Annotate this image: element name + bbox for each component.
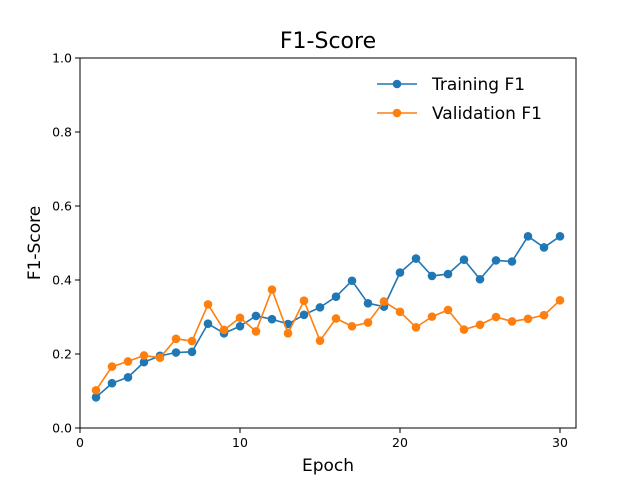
legend-item-validation-f1: Validation F1 [377, 104, 542, 124]
data-point-validation-f1 [283, 328, 293, 338]
data-point-validation-f1 [379, 297, 389, 306]
data-point-validation-f1 [155, 353, 165, 363]
data-point-validation-f1 [427, 312, 437, 321]
x-tick-label: 0 [76, 435, 84, 450]
data-point-validation-f1 [235, 313, 245, 323]
data-series [91, 232, 565, 402]
plot-frame [79, 57, 577, 429]
data-point-training-f1 [331, 292, 341, 301]
axis-ticks: 0 10 20 30 0.0 0.2 0.4 0.6 0.8 1.0 [52, 51, 568, 451]
legend-label: Training F1 [431, 75, 525, 95]
data-point-training-f1 [555, 232, 565, 241]
data-point-training-f1 [491, 256, 501, 265]
data-point-validation-f1 [251, 327, 261, 336]
data-point-training-f1 [107, 378, 117, 388]
data-point-validation-f1 [555, 296, 565, 305]
data-point-training-f1 [459, 255, 469, 264]
legend-label: Validation F1 [432, 104, 542, 124]
y-tick-label: 0.6 [52, 199, 72, 214]
data-point-training-f1 [203, 319, 213, 328]
series-validation-f1 [91, 285, 565, 395]
data-point-training-f1 [363, 299, 373, 308]
data-point-training-f1 [427, 271, 437, 281]
data-point-validation-f1 [139, 351, 149, 360]
y-axis-label: F1-Score [25, 206, 45, 280]
data-point-validation-f1 [395, 307, 405, 317]
data-point-validation-f1 [187, 336, 197, 346]
data-point-training-f1 [171, 348, 181, 357]
legend-swatch-marker [392, 108, 402, 118]
data-point-validation-f1 [347, 321, 357, 331]
y-tick-label: 0.0 [52, 421, 72, 436]
data-point-training-f1 [539, 243, 549, 252]
data-point-training-f1 [251, 311, 261, 321]
data-point-validation-f1 [475, 320, 485, 330]
data-point-validation-f1 [411, 323, 421, 332]
series-training-f1 [91, 232, 565, 402]
x-axis-label: Epoch [302, 456, 354, 476]
legend-item-training-f1: Training F1 [377, 75, 525, 95]
data-point-validation-f1 [203, 300, 213, 309]
data-point-validation-f1 [443, 305, 453, 315]
data-point-training-f1 [443, 269, 453, 279]
data-point-training-f1 [347, 276, 357, 286]
legend: Training F1 Validation F1 [377, 75, 542, 124]
data-point-validation-f1 [539, 310, 549, 320]
data-point-validation-f1 [363, 318, 373, 327]
data-point-training-f1 [91, 392, 101, 402]
data-point-validation-f1 [91, 385, 101, 395]
y-tick-label: 0.4 [52, 273, 72, 288]
y-tick-label: 0.2 [52, 347, 72, 362]
data-point-training-f1 [507, 257, 517, 266]
data-point-validation-f1 [507, 317, 517, 326]
data-point-training-f1 [123, 373, 133, 382]
data-point-validation-f1 [219, 325, 229, 335]
data-point-validation-f1 [123, 357, 133, 366]
data-point-training-f1 [475, 274, 485, 284]
data-point-training-f1 [235, 321, 245, 331]
data-point-training-f1 [187, 347, 197, 357]
data-point-training-f1 [411, 254, 421, 263]
y-tick-label: 1.0 [52, 51, 72, 66]
x-tick-label: 10 [232, 435, 248, 450]
data-point-validation-f1 [171, 334, 181, 344]
data-point-validation-f1 [299, 296, 309, 306]
data-point-validation-f1 [107, 362, 117, 371]
data-point-training-f1 [139, 357, 149, 367]
data-point-training-f1 [523, 232, 533, 241]
data-point-validation-f1 [459, 325, 469, 334]
data-point-training-f1 [299, 310, 309, 320]
series-line-validation-f1 [95, 288, 561, 391]
legend-swatch-marker [392, 79, 402, 89]
y-tick-label: 0.8 [52, 125, 72, 140]
data-point-validation-f1 [523, 314, 533, 324]
x-tick-label: 30 [552, 435, 568, 450]
data-point-validation-f1 [315, 336, 325, 345]
chart-title: F1-Score [280, 29, 376, 54]
data-point-training-f1 [267, 314, 277, 324]
series-line-training-f1 [95, 235, 561, 398]
x-tick-label: 20 [392, 435, 408, 450]
data-point-training-f1 [395, 268, 405, 277]
data-point-validation-f1 [491, 312, 501, 322]
data-point-validation-f1 [331, 314, 341, 323]
data-point-training-f1 [315, 303, 325, 312]
data-point-validation-f1 [267, 285, 277, 294]
